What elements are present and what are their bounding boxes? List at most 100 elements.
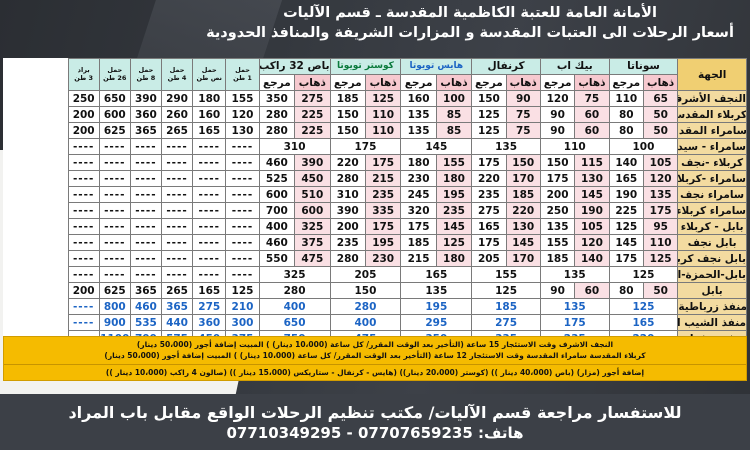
truck-price-1: 165 — [192, 282, 227, 299]
table-head: الجهة سوناتا بيك اب كرنفال هايس تويوتا كوستر … — [4, 58, 747, 91]
destination-cell: سامراء المقدسة — [677, 122, 747, 139]
direction-go-0: ذهاب — [642, 74, 679, 91]
table-row: بابل نجف 110 145 120 155 145 175 125 185 195 235 37… — [4, 234, 747, 251]
price-go-hiace: 145 — [435, 218, 473, 235]
truck-price-4: ---- — [98, 234, 131, 251]
price-merged-hiace: 165 — [400, 266, 473, 283]
truck-price-0: ---- — [225, 202, 260, 219]
price-go-bus: 325 — [294, 218, 331, 235]
price-go-carnival: 75 — [505, 122, 541, 139]
price-go-pickup: 105 — [574, 218, 610, 235]
price-go-pickup: 120 — [574, 234, 610, 251]
price-go-sonata: 175 — [642, 202, 679, 219]
price-go-carnival: 145 — [505, 234, 541, 251]
truck-price-5: ---- — [67, 202, 100, 219]
price-return-sonata: 190 — [608, 186, 644, 203]
table-row: سامراء - سيد محمد100110135145175310-----… — [4, 138, 747, 155]
price-return-sonata: 225 — [608, 202, 644, 219]
price-return-coaster: 280 — [329, 170, 366, 187]
price-merged-sonata: 165 — [608, 314, 679, 331]
price-return-carnival: 235 — [471, 186, 507, 203]
price-return-carnival: 175 — [471, 154, 507, 171]
truck-price-2: ---- — [160, 202, 194, 219]
direction-go-2: ذهاب — [505, 74, 541, 91]
truck-price-5: ---- — [67, 250, 100, 267]
truck-price-3: ---- — [129, 218, 162, 235]
truck-price-3: ---- — [129, 202, 162, 219]
truck-price-4: ---- — [98, 250, 131, 267]
price-table-wrapper: الجهة سوناتا بيك اب كرنفال هايس تويوتا كوستر … — [3, 58, 747, 347]
price-return-sonata: 80 — [608, 282, 644, 299]
price-return-bus: 525 — [258, 170, 296, 187]
price-return-hiace: 135 — [400, 122, 437, 139]
price-go-carnival: 170 — [505, 170, 541, 187]
truck-price-3: ---- — [129, 154, 162, 171]
price-return-coaster: 235 — [329, 234, 366, 251]
price-return-carnival: 165 — [471, 218, 507, 235]
truck-price-3: 535 — [129, 314, 162, 331]
price-merged-hiace: 135 — [400, 282, 473, 299]
destination-cell: منفذ الشيب الحدودي — [677, 314, 747, 331]
truck-price-5: 200 — [67, 122, 100, 139]
price-return-pickup: 150 — [539, 154, 576, 171]
price-return-sonata: 110 — [608, 90, 644, 107]
price-return-sonata: 125 — [608, 218, 644, 235]
price-go-coaster: 195 — [364, 234, 402, 251]
direction-go-4: ذهاب — [364, 74, 402, 91]
truck-price-3: 365 — [129, 122, 162, 139]
price-go-bus: 475 — [294, 250, 331, 267]
truck-price-0: 210 — [225, 298, 260, 315]
truck-price-3: 390 — [129, 90, 162, 107]
truck-price-5: ---- — [67, 266, 100, 283]
price-return-pickup: 120 — [539, 90, 576, 107]
price-go-hiace: 195 — [435, 186, 473, 203]
vehicle-header-row: الجهة سوناتا بيك اب كرنفال هايس تويوتا كوستر … — [4, 58, 747, 91]
truck-price-5: 250 — [67, 90, 100, 107]
price-go-sonata: 65 — [642, 90, 679, 107]
price-merged-sonata: 125 — [608, 298, 679, 315]
price-go-pickup: 190 — [574, 202, 610, 219]
price-go-carnival: 90 — [505, 90, 541, 107]
price-go-coaster: 215 — [364, 170, 402, 187]
price-go-hiace: 235 — [435, 202, 473, 219]
price-go-carnival: 220 — [505, 202, 541, 219]
price-go-hiace: 180 — [435, 170, 473, 187]
truck-price-5: ---- — [67, 170, 100, 187]
price-return-hiace: 215 — [400, 250, 437, 267]
price-merged-hiace: 295 — [400, 314, 473, 331]
truck-price-1: ---- — [192, 170, 227, 187]
table-row: بابل - كربلاء 95 125 105 135 130 165 145 175 175 2… — [4, 218, 747, 235]
price-return-sonata: 145 — [608, 234, 644, 251]
price-return-coaster: 280 — [329, 250, 366, 267]
truck-price-1: 360 — [192, 314, 227, 331]
truck-price-0: ---- — [225, 266, 260, 283]
truck-price-5: ---- — [67, 138, 100, 155]
price-merged-sonata: 125 — [608, 266, 679, 283]
truck-price-0: ---- — [225, 186, 260, 203]
price-go-pickup: 115 — [574, 154, 610, 171]
price-merged-sonata: 100 — [608, 138, 679, 155]
truck-price-2: 260 — [160, 106, 194, 123]
vehicle-header-4: كوستر تويوتا — [329, 58, 402, 75]
dest-column-header: الجهة — [677, 58, 747, 91]
truck-price-1: ---- — [192, 138, 227, 155]
truck-price-4: ---- — [98, 154, 131, 171]
destination-cell: سامراء نجف — [677, 186, 747, 203]
truck-price-4: ---- — [98, 218, 131, 235]
truck-price-1: 165 — [192, 122, 227, 139]
truck-price-2: 265 — [160, 282, 194, 299]
price-return-coaster: 390 — [329, 202, 366, 219]
table-row: منفذ زرباطية الحدودي12513518519528040021… — [4, 298, 747, 315]
price-go-sonata: 135 — [642, 186, 679, 203]
price-return-bus: 350 — [258, 90, 296, 107]
price-go-sonata: 50 — [642, 122, 679, 139]
price-return-bus: 700 — [258, 202, 296, 219]
vehicle-header-1: بيك اب — [539, 58, 610, 75]
price-go-bus: 225 — [294, 122, 331, 139]
truck-price-4: 800 — [98, 298, 131, 315]
truck-price-2: 440 — [160, 314, 194, 331]
price-go-hiace: 155 — [435, 154, 473, 171]
truck-header-1: حمل نص طن — [192, 58, 227, 91]
truck-price-0: 125 — [225, 282, 260, 299]
price-return-carnival: 175 — [471, 234, 507, 251]
